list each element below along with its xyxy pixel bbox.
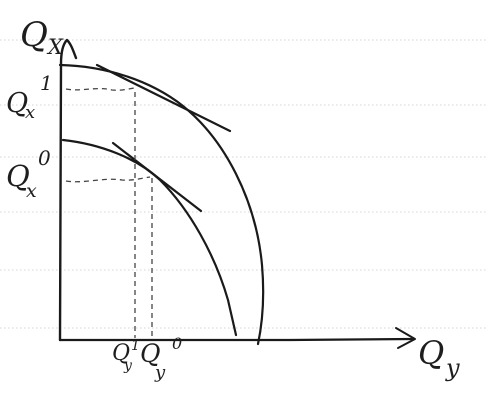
qy1-label-superscript: 1 bbox=[131, 338, 140, 354]
qx0-guide-horizontal bbox=[65, 176, 151, 183]
x-axis-title: Q bbox=[418, 334, 444, 372]
qx0-label: Q bbox=[6, 159, 30, 193]
qx1-label-subscript: x bbox=[25, 102, 35, 123]
qx1-guide-horizontal bbox=[65, 87, 135, 91]
qx1-label: Q bbox=[6, 88, 28, 119]
qx0-label-subscript: x bbox=[26, 180, 37, 202]
x-axis-line bbox=[58, 337, 414, 342]
x-axis-title-subscript: y bbox=[445, 354, 460, 382]
x-axis-arrowhead bbox=[395, 327, 416, 349]
qy0-label-subscript: y bbox=[154, 362, 166, 383]
qy1-label: Q bbox=[112, 341, 130, 366]
qx1-label-superscript: 1 bbox=[40, 71, 53, 95]
qx0-label-superscript: 0 bbox=[38, 146, 51, 170]
qy0-label: Q bbox=[140, 339, 161, 368]
outer-ppf-curve bbox=[58, 63, 265, 346]
inner-ppf-curve bbox=[61, 138, 238, 337]
y-axis-title-subscript: X bbox=[46, 35, 64, 59]
qy1-label-subscript: y bbox=[123, 358, 133, 374]
lower-tangent-line bbox=[111, 141, 203, 213]
qy0-label-superscript: 0 bbox=[172, 334, 182, 353]
y-axis-title: Q bbox=[20, 15, 48, 55]
paper-rules bbox=[0, 39, 487, 329]
y-axis-line bbox=[58, 38, 78, 342]
upper-tangent-line bbox=[95, 63, 232, 133]
